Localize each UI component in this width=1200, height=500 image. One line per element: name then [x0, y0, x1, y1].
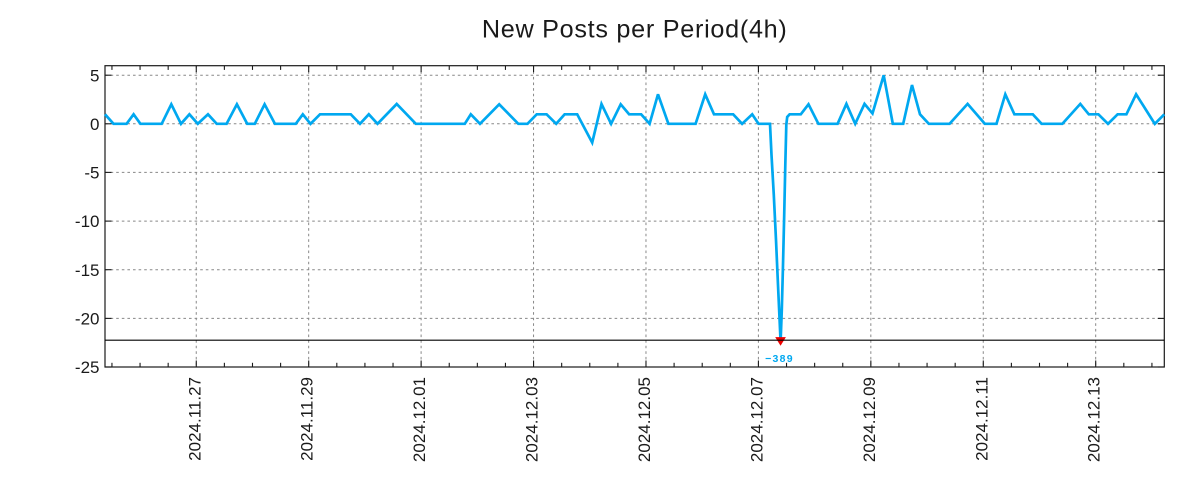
svg-text:0: 0: [90, 115, 99, 134]
svg-text:−389: −389: [765, 353, 794, 365]
svg-text:-20: -20: [75, 310, 100, 329]
svg-text:2024.12.07: 2024.12.07: [747, 377, 766, 462]
svg-text:2024.12.13: 2024.12.13: [1085, 377, 1104, 462]
svg-text:New Posts per Period(4h): New Posts per Period(4h): [482, 16, 788, 44]
svg-text:-10: -10: [75, 212, 100, 231]
svg-text:2024.12.01: 2024.12.01: [410, 377, 429, 462]
svg-text:-15: -15: [75, 261, 100, 280]
svg-text:2024.12.11: 2024.12.11: [972, 377, 991, 461]
svg-text:-5: -5: [84, 164, 99, 183]
svg-text:-25: -25: [75, 358, 100, 377]
svg-text:2024.12.05: 2024.12.05: [635, 377, 654, 462]
svg-text:2024.11.29: 2024.11.29: [298, 377, 317, 461]
svg-text:2024.12.03: 2024.12.03: [523, 377, 542, 462]
svg-text:5: 5: [90, 66, 99, 85]
svg-text:2024.12.09: 2024.12.09: [860, 377, 879, 462]
svg-text:2024.11.27: 2024.11.27: [185, 377, 204, 461]
